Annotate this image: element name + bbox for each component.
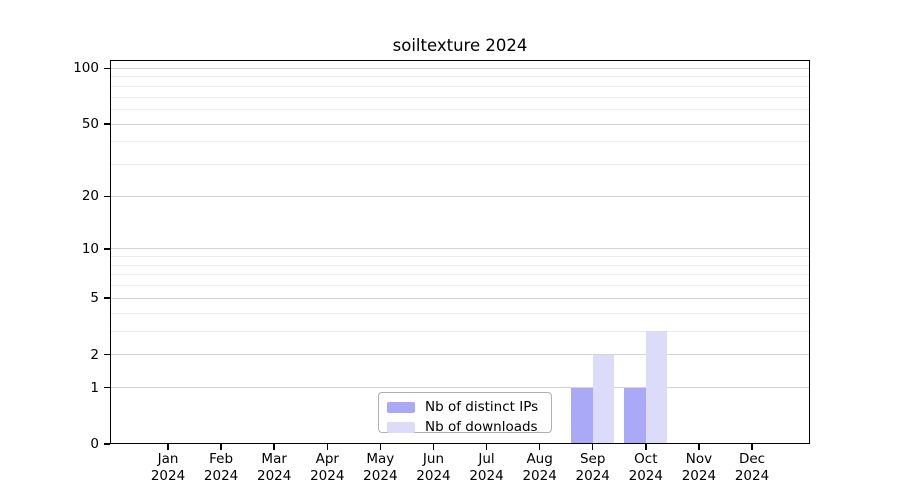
gridline-major xyxy=(110,195,810,197)
x-tick-year: 2024 xyxy=(469,468,504,484)
legend-item-downloads: Nb of downloads xyxy=(387,420,551,434)
gridline-major xyxy=(110,297,810,299)
y-axis-tick xyxy=(104,386,110,389)
chart-title: soiltexture 2024 xyxy=(392,36,528,55)
x-axis-tick-label: Jul 2024 xyxy=(457,451,517,485)
x-tick-year: 2024 xyxy=(310,468,345,484)
legend-swatch-downloads xyxy=(387,421,415,433)
x-axis-tick-label: Aug 2024 xyxy=(510,451,570,485)
x-axis-tick-label: Jun 2024 xyxy=(403,451,463,485)
y-axis-tick xyxy=(104,443,110,445)
y-axis-tick xyxy=(104,248,110,250)
x-tick-year: 2024 xyxy=(734,468,770,484)
x-axis-tick-label: Jan 2024 xyxy=(138,451,198,485)
gridline-minor xyxy=(110,264,810,266)
y-axis-tick xyxy=(104,353,110,356)
gridline-minor xyxy=(110,141,810,143)
gridline-minor xyxy=(110,285,810,287)
x-axis-tick xyxy=(751,444,753,450)
x-axis-tick xyxy=(220,444,222,450)
legend-item-distinct-ips: Nb of distinct IPs xyxy=(387,400,551,414)
bar-downloads-oct xyxy=(645,331,668,444)
x-axis-tick xyxy=(645,444,647,450)
y-axis-tick-label: 0 xyxy=(90,436,99,452)
y-axis-tick xyxy=(104,195,110,197)
gridline-minor xyxy=(110,96,810,98)
gridline-major xyxy=(110,387,810,389)
gridline-major xyxy=(110,354,810,356)
legend-label-distinct-ips: Nb of distinct IPs xyxy=(425,399,539,415)
x-axis-tick xyxy=(538,444,541,450)
x-axis-tick xyxy=(326,444,328,450)
x-tick-month: Apr xyxy=(315,451,339,467)
y-axis-tick xyxy=(104,297,110,299)
x-axis-tick-label: Sep 2024 xyxy=(563,451,623,485)
x-tick-month: Dec xyxy=(738,451,766,467)
x-tick-year: 2024 xyxy=(575,468,610,484)
x-tick-month: Oct xyxy=(634,451,658,467)
gridline-minor xyxy=(110,76,810,78)
x-axis-tick-label: Dec 2024 xyxy=(722,451,782,485)
x-axis-tick xyxy=(167,444,169,450)
x-tick-month: Sep xyxy=(579,451,606,467)
gridline-major xyxy=(110,67,810,69)
x-tick-month: Aug xyxy=(526,451,553,467)
gridline-major xyxy=(110,248,810,250)
x-axis-tick xyxy=(592,444,594,450)
y-axis-tick-label: 5 xyxy=(90,290,99,307)
x-tick-month: Jan xyxy=(157,451,179,467)
x-tick-month: Jun xyxy=(422,451,444,467)
bar-downloads-sep xyxy=(592,354,615,444)
x-tick-year: 2024 xyxy=(363,468,398,484)
y-axis-tick-label: 10 xyxy=(81,240,99,257)
y-axis-tick xyxy=(104,123,110,125)
plot-area xyxy=(110,60,810,444)
y-axis-tick-label: 2 xyxy=(90,346,99,363)
gridline-minor xyxy=(110,330,810,332)
x-tick-year: 2024 xyxy=(256,468,292,484)
gridline-minor xyxy=(110,274,810,276)
x-tick-year: 2024 xyxy=(203,468,239,484)
legend-swatch-distinct-ips xyxy=(387,401,415,413)
x-tick-month: Feb xyxy=(209,451,234,467)
bar-distinct-ips-sep xyxy=(571,387,593,444)
x-axis-tick-label: Nov 2024 xyxy=(669,451,729,485)
gridline-minor xyxy=(110,164,810,166)
legend: Nb of distinct IPs Nb of downloads xyxy=(378,392,552,434)
x-axis-tick xyxy=(432,444,435,450)
x-tick-year: 2024 xyxy=(522,468,557,484)
y-axis-tick-label: 50 xyxy=(81,116,99,133)
x-axis-tick-label: Apr 2024 xyxy=(297,451,357,485)
x-tick-year: 2024 xyxy=(628,468,663,484)
x-tick-month: Jul xyxy=(478,451,495,467)
x-axis-tick xyxy=(485,444,488,450)
x-tick-month: May xyxy=(366,451,395,467)
bar-distinct-ips-oct xyxy=(624,387,646,444)
x-tick-month: Mar xyxy=(261,451,287,467)
x-axis-tick-label: Feb 2024 xyxy=(191,451,251,485)
y-axis-tick-label: 1 xyxy=(90,379,99,396)
y-axis-tick xyxy=(104,67,110,70)
x-axis-tick xyxy=(379,444,382,450)
legend-label-downloads: Nb of downloads xyxy=(425,419,538,435)
x-axis-tick xyxy=(698,444,700,450)
x-axis-tick-label: May 2024 xyxy=(350,451,410,485)
x-tick-year: 2024 xyxy=(150,468,186,484)
y-axis-tick-label: 100 xyxy=(73,60,99,77)
gridline-minor xyxy=(110,312,810,314)
gridline-minor xyxy=(110,108,810,110)
x-tick-year: 2024 xyxy=(416,468,451,484)
y-axis-tick-label: 20 xyxy=(81,188,99,205)
x-axis-tick xyxy=(273,444,275,450)
gridline-minor xyxy=(110,256,810,258)
gridline-major xyxy=(110,123,810,125)
gridline-minor xyxy=(110,85,810,87)
x-axis-tick-label: Oct 2024 xyxy=(616,451,676,485)
x-tick-month: Nov xyxy=(685,451,713,467)
x-axis-tick-label: Mar 2024 xyxy=(244,451,304,485)
x-tick-year: 2024 xyxy=(681,468,717,484)
